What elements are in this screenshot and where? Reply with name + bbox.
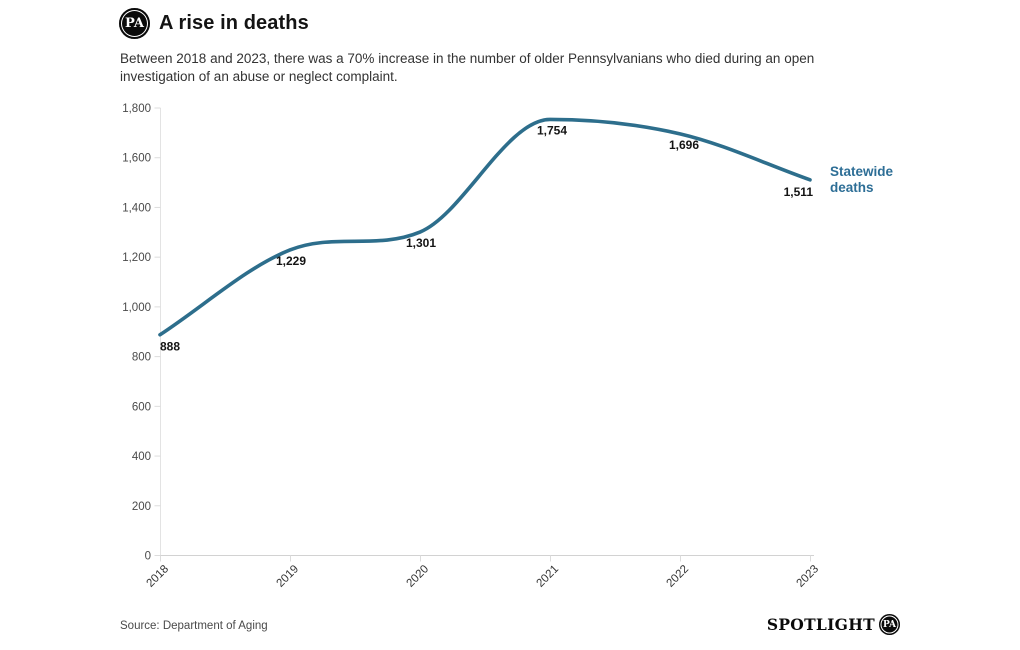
- logo-text: PA: [125, 16, 144, 31]
- x-axis-tick-label: 2022: [665, 563, 692, 590]
- y-axis-tick-label: 800: [132, 352, 151, 364]
- y-axis-tick-label: 1,600: [122, 153, 151, 165]
- x-axis-tick-label: 2019: [275, 563, 302, 590]
- data-point-label: 1,511: [784, 185, 814, 199]
- y-axis-tick-label: 0: [145, 551, 151, 563]
- series-annotation-line2: deaths: [830, 180, 874, 195]
- header: PA A rise in deaths: [119, 8, 309, 39]
- y-axis-tick-label: 1,400: [122, 202, 151, 214]
- data-point-label: 1,301: [406, 236, 436, 250]
- data-point-label: 1,229: [276, 254, 306, 268]
- y-axis-tick-label: 400: [132, 451, 151, 463]
- x-axis-tick-label: 2018: [145, 563, 172, 590]
- y-axis-tick-label: 200: [132, 501, 151, 513]
- spotlight-pa-logo-icon: PA: [119, 8, 150, 39]
- series-annotation: Statewide deaths: [830, 164, 893, 196]
- data-point-label: 888: [160, 340, 180, 354]
- spotlight-wordmark: SPOTLIGHT: [766, 615, 875, 634]
- source-note: Source: Department of Aging: [120, 620, 268, 632]
- y-axis-tick-label: 1,000: [122, 302, 151, 314]
- series-annotation-line1: Statewide: [830, 164, 894, 179]
- spotlight-pa-ball-icon: PA: [879, 614, 900, 635]
- x-axis-tick-label: 2021: [535, 563, 562, 590]
- y-axis-tick-label: 600: [132, 401, 151, 413]
- data-point-label: 1,696: [669, 138, 699, 152]
- page-title: A rise in deaths: [159, 12, 309, 34]
- y-axis-tick-label: 1,200: [122, 252, 151, 264]
- data-point-label: 1,754: [537, 123, 567, 137]
- x-axis-tick-label: 2020: [405, 563, 432, 590]
- series-line: [158, 117, 812, 337]
- spotlight-pa-brand: SPOTLIGHT PA: [767, 614, 900, 635]
- y-axis-tick-label: 1,800: [122, 103, 151, 115]
- chart-description: Between 2018 and 2023, there was a 70% i…: [120, 51, 815, 84]
- x-axis-tick-label: 2023: [795, 563, 822, 590]
